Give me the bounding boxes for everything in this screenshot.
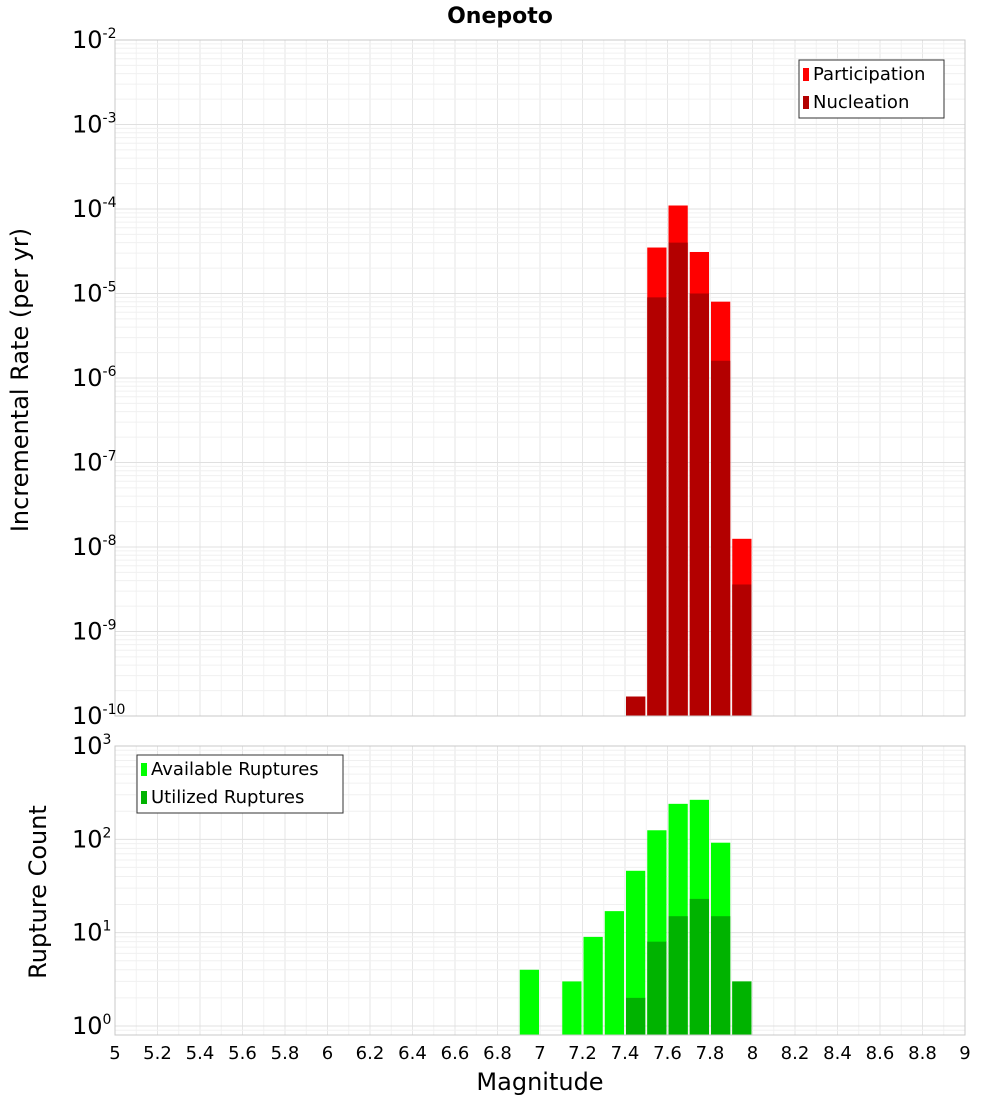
rate-bar-nucleation <box>689 293 709 716</box>
count-legend-swatch <box>141 763 147 776</box>
x-axis-ticks: 5 5.2 5.4 5.6 5.8 6 6.2 6.4 6.6 6.8 7 7.2 7.4 7.6 7.8 8… <box>109 1043 970 1064</box>
count-y-tick-exponent: 2 <box>103 825 112 841</box>
rate-y-tick-label: 10-3 <box>72 111 117 139</box>
chart-title: Onepoto <box>447 4 553 29</box>
x-tick-label: 5 <box>109 1043 120 1064</box>
count-bar-available-ruptures <box>604 911 624 1035</box>
count-y-axis-title: Rupture Count <box>24 805 52 979</box>
x-tick-label: 7 <box>534 1043 545 1064</box>
x-tick-label: 8.8 <box>908 1043 937 1064</box>
count-y-tick-label: 103 <box>72 732 111 760</box>
rate-y-tick-label: 10-2 <box>72 26 117 54</box>
rate-y-axis-title: Incremental Rate (per yr) <box>6 228 34 532</box>
count-y-tick-exponent: 1 <box>103 919 112 935</box>
x-axis-title: Magnitude <box>476 1068 603 1096</box>
count-bar-utilized-ruptures <box>732 981 752 1035</box>
count-y-tick-exponent: 3 <box>103 732 112 748</box>
x-tick-label: 5.4 <box>186 1043 215 1064</box>
rate-legend <box>798 59 945 119</box>
rate-bar-nucleation <box>732 584 752 716</box>
rate-legend-swatch <box>803 96 809 109</box>
count-bar-utilized-ruptures <box>668 916 688 1035</box>
count-bar-available-ruptures <box>519 969 539 1035</box>
rate-y-tick-base: 10 <box>72 195 103 223</box>
rate-bar-nucleation <box>626 696 646 716</box>
rate-y-tick-exponent: -3 <box>103 111 117 127</box>
rate-y-tick-base: 10 <box>72 533 103 561</box>
x-tick-label: 7.6 <box>653 1043 682 1064</box>
rate-y-tick-base: 10 <box>72 280 103 308</box>
count-legend-label: Available Ruptures <box>151 759 319 780</box>
x-tick-label: 7.8 <box>696 1043 725 1064</box>
x-tick-label: 6.8 <box>483 1043 512 1064</box>
count-y-tick-label: 102 <box>72 825 111 853</box>
count-y-tick-base: 10 <box>72 919 103 947</box>
count-bar-utilized-ruptures <box>647 941 667 1035</box>
rate-y-tick-label: 10-5 <box>72 280 117 308</box>
rate-y-tick-label: 10-7 <box>72 449 117 477</box>
x-tick-label: 6.2 <box>356 1043 385 1064</box>
rate-y-tick-label: 10-10 <box>72 702 125 730</box>
count-bar-available-ruptures <box>562 981 582 1035</box>
rate-y-tick-base: 10 <box>72 26 103 54</box>
count-bar-utilized-ruptures <box>626 997 646 1035</box>
rate-legend-swatch <box>803 68 809 81</box>
x-tick-label: 9 <box>959 1043 970 1064</box>
rate-plot-border <box>114 39 966 717</box>
count-bar-available-ruptures <box>583 936 603 1035</box>
rate-y-tick-exponent: -9 <box>103 618 117 634</box>
rate-y-tick-exponent: -7 <box>103 449 117 465</box>
rate-y-tick-exponent: -4 <box>103 195 117 211</box>
x-tick-label: 5.8 <box>271 1043 300 1064</box>
x-tick-label: 8 <box>747 1043 758 1064</box>
rate-y-tick-base: 10 <box>72 111 103 139</box>
count-legend-swatch <box>141 791 147 804</box>
count-y-tick-exponent: 0 <box>103 1012 112 1028</box>
count-bar-utilized-ruptures <box>711 916 731 1035</box>
x-tick-label: 6 <box>322 1043 333 1064</box>
count-legend-label: Utilized Ruptures <box>151 787 304 808</box>
rate-bar-nucleation <box>668 242 688 717</box>
x-tick-label: 6.4 <box>398 1043 427 1064</box>
rate-legend-label: Participation <box>813 64 925 85</box>
rate-y-tick-exponent: -5 <box>103 280 117 296</box>
rate-y-tick-label: 10-8 <box>72 533 117 561</box>
rate-y-tick-base: 10 <box>72 449 103 477</box>
count-bar-utilized-ruptures <box>689 898 709 1035</box>
x-tick-label: 8.2 <box>781 1043 810 1064</box>
rate-y-tick-base: 10 <box>72 618 103 646</box>
rate-bar-nucleation <box>647 297 667 716</box>
count-bar-available-ruptures <box>626 870 646 1035</box>
rate-y-tick-exponent: -10 <box>103 702 126 718</box>
count-y-tick-label: 101 <box>72 919 111 947</box>
rate-legend-label: Nucleation <box>813 92 909 113</box>
x-tick-label: 6.6 <box>441 1043 470 1064</box>
x-tick-label: 7.2 <box>568 1043 597 1064</box>
rate-y-tick-base: 10 <box>72 702 103 730</box>
x-tick-label: 8.4 <box>823 1043 852 1064</box>
count-plot-border <box>114 745 966 1036</box>
count-y-tick-label: 100 <box>72 1012 111 1040</box>
count-y-tick-base: 10 <box>72 825 103 853</box>
rate-y-tick-exponent: -2 <box>103 26 117 42</box>
rate-y-tick-exponent: -6 <box>103 364 117 380</box>
count-y-tick-base: 10 <box>72 1012 103 1040</box>
rate-y-tick-base: 10 <box>72 364 103 392</box>
count-legend <box>136 754 344 814</box>
x-tick-label: 5.6 <box>228 1043 257 1064</box>
x-tick-label: 8.6 <box>866 1043 895 1064</box>
x-tick-label: 5.2 <box>143 1043 172 1064</box>
rate-y-tick-label: 10-6 <box>72 364 117 392</box>
rate-panel: 10-1010-910-810-710-610-510-410-310-2Par… <box>72 26 966 730</box>
rate-bar-nucleation <box>711 360 731 716</box>
x-tick-label: 7.4 <box>611 1043 640 1064</box>
rate-y-tick-exponent: -8 <box>103 533 117 549</box>
rate-y-tick-label: 10-4 <box>72 195 117 223</box>
count-y-tick-base: 10 <box>72 732 103 760</box>
rate-y-tick-label: 10-9 <box>72 618 117 646</box>
